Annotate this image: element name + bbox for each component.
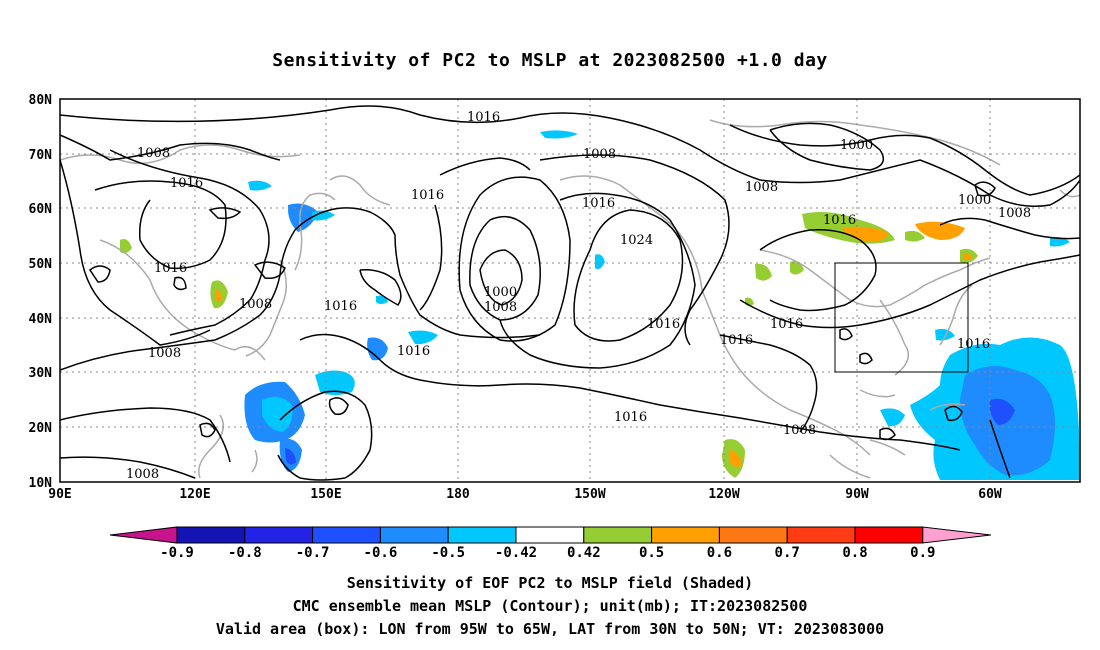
lat-label: 10N — [29, 476, 53, 491]
contour-label: 1016 — [647, 317, 680, 332]
colorbar-label: -0.8 — [228, 545, 262, 561]
map-frame — [59, 98, 1081, 483]
contour-label: 1000 — [958, 193, 991, 208]
contour-label: 1016 — [720, 333, 753, 348]
colorbar-low-end — [109, 526, 178, 544]
colorbar-label: -0.42 — [495, 545, 537, 561]
lat-label: 30N — [29, 366, 53, 381]
contour-label: 1000 — [484, 285, 517, 300]
contour-label: 1016 — [170, 176, 203, 191]
lat-label: 80N — [29, 93, 53, 108]
contour-label: 1016 — [467, 110, 500, 125]
contour-labels: 1016 1008 1016 1000 1008 1016 1016 1024 … — [126, 110, 1031, 482]
colorbar-segment — [379, 526, 449, 544]
map-title: Sensitivity of PC2 to MSLP at 2023082500… — [272, 50, 828, 71]
contour-label: 1016 — [957, 337, 990, 352]
contour-label: 1016 — [614, 410, 647, 425]
colorbar-label: 0.6 — [707, 545, 732, 561]
colorbar: -0.9 -0.8 -0.7 -0.6 -0.5 -0.42 0.42 0.5 0.6 0.7 0.… — [109, 526, 991, 561]
lon-label: 120W — [708, 487, 739, 502]
caption-shading: Sensitivity of EOF PC2 to MSLP field (Sh… — [346, 574, 754, 592]
colorbar-segment — [447, 526, 517, 544]
contour-label: 1008 — [484, 300, 517, 315]
contour-label: 1016 — [770, 317, 803, 332]
contour-label: 1016 — [154, 261, 187, 276]
lon-label: 60W — [978, 487, 1002, 502]
lat-label: 20N — [29, 421, 53, 436]
lon-label: 90W — [845, 487, 869, 502]
lon-label: 150E — [310, 487, 341, 502]
lon-label: 120E — [179, 487, 210, 502]
colorbar-segment — [244, 526, 314, 544]
latitude-labels: 80N 70N 60N 50N 40N 30N 20N 10N — [29, 93, 53, 491]
lat-label: 60N — [29, 202, 53, 217]
colorbar-segment — [515, 526, 585, 544]
colorbar-label: 0.8 — [842, 545, 867, 561]
contour-label: 1008 — [745, 180, 778, 195]
caption-valid-area: Valid area (box): LON from 95W to 65W, L… — [215, 620, 885, 638]
contour-label: 1016 — [823, 213, 856, 228]
colorbar-label: -0.7 — [296, 545, 330, 561]
mslp-contours — [60, 105, 1080, 481]
lon-label: 90E — [48, 487, 71, 502]
lon-label: 180 — [446, 487, 470, 502]
lat-label: 70N — [29, 148, 53, 163]
colorbar-segment — [176, 526, 246, 544]
caption-contour: CMC ensemble mean MSLP (Contour); unit(m… — [292, 597, 808, 615]
colorbar-label: -0.5 — [431, 545, 465, 561]
contour-label: 1008 — [148, 346, 181, 361]
colorbar-segment — [786, 526, 856, 544]
colorbar-segment — [854, 526, 924, 544]
contour-label: 1008 — [239, 297, 272, 312]
contour-label: 1000 — [840, 138, 873, 153]
sensitivity-shading — [120, 130, 1080, 480]
contour-label: 1016 — [582, 196, 615, 211]
map-plot: 1016 1008 1016 1000 1008 1016 1016 1024 … — [29, 93, 1081, 561]
colorbar-segment — [651, 526, 720, 544]
contour-label: 1008 — [137, 146, 170, 161]
colorbar-label: 0.9 — [910, 545, 935, 561]
contour-label: 1008 — [783, 423, 816, 438]
colorbar-label: -0.9 — [160, 545, 194, 561]
colorbar-segment — [312, 526, 381, 544]
contour-label: 1024 — [620, 233, 653, 248]
contour-label: 1008 — [583, 147, 616, 162]
contour-label: 1016 — [324, 299, 357, 314]
colorbar-label: 0.42 — [567, 545, 601, 561]
lat-label: 50N — [29, 257, 53, 272]
contour-label: 1016 — [397, 344, 430, 359]
longitude-labels: 90E 120E 150E 180 150W 120W 90W 60W — [48, 487, 1002, 502]
colorbar-label: 0.5 — [639, 545, 664, 561]
contour-label: 1016 — [411, 188, 444, 203]
colorbar-segment — [583, 526, 653, 544]
grid-lines — [60, 99, 1080, 482]
colorbar-high-end — [922, 526, 991, 544]
lat-label: 40N — [29, 312, 53, 327]
colorbar-label: -0.6 — [364, 545, 398, 561]
colorbar-segment — [718, 526, 788, 544]
contour-label: 1008 — [126, 467, 159, 482]
valid-area-box — [834, 262, 969, 373]
contour-label: 1008 — [998, 206, 1031, 221]
colorbar-label: 0.7 — [775, 545, 800, 561]
lon-label: 150W — [574, 487, 605, 502]
